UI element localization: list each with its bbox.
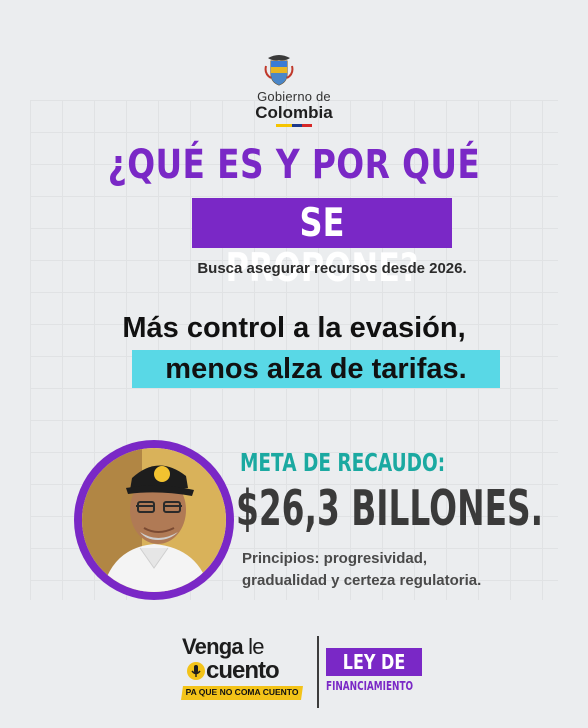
flag-stripe — [276, 124, 312, 127]
brand-line2: cuento — [206, 657, 280, 684]
message-highlight — [132, 350, 500, 388]
principles-line1: Principios: progresividad, — [242, 550, 428, 567]
law-label: LEY DE — [342, 650, 406, 674]
goal-label: META DE RECAUDO: — [240, 448, 446, 477]
government-label: Gobierno de — [257, 89, 331, 104]
brand-word-le: le — [242, 634, 264, 659]
microphone-icon — [187, 662, 205, 680]
flag-blue — [292, 124, 302, 127]
message-line1: Más control a la evasión, — [122, 312, 466, 344]
flag-yellow — [276, 124, 292, 127]
principles-line2: gradualidad y certeza regulatoria. — [242, 572, 482, 589]
goal-value: $26,3 BILLONES. — [236, 480, 544, 537]
government-country: Colombia — [255, 103, 333, 122]
principles-text: Principios: progresividad, gradualidad y… — [242, 548, 572, 592]
law-badge — [326, 648, 422, 676]
subtitle: Busca asegurar recursos desde 2026. — [197, 260, 467, 277]
headline-question-line2: SE PROPONE? — [225, 201, 419, 291]
footer-divider — [317, 636, 319, 708]
law-sublabel: FINANCIAMIENTO — [326, 679, 414, 693]
person-portrait-icon — [82, 448, 226, 592]
brand-tagline: PA QUE NO COMA CUENTO — [185, 687, 299, 697]
headline-question: ¿QUÉ ES Y POR QUÉ — [107, 142, 481, 188]
message-line2: menos alza de tarifas. — [165, 353, 467, 385]
brand-word-venga: Venga — [182, 634, 244, 659]
headline-highlight — [192, 198, 452, 248]
flag-red — [302, 124, 312, 127]
portrait-photo — [82, 448, 226, 592]
brand-line1: Venga le — [182, 634, 264, 660]
colombia-coat-of-arms-icon — [264, 55, 294, 86]
